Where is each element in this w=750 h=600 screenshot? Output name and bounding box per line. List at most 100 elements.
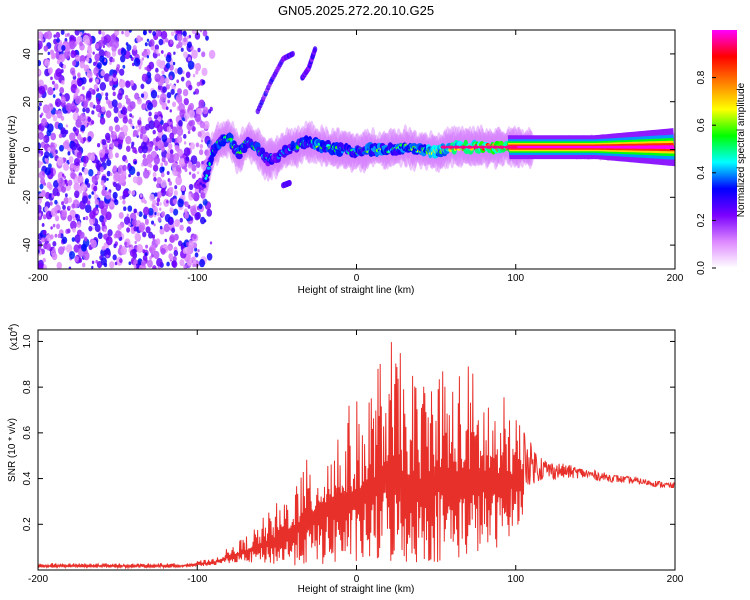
noise-speckle [88, 194, 92, 199]
branch-blob [287, 179, 292, 186]
noise-speckle [194, 88, 200, 95]
noise-speckle [75, 107, 79, 113]
noise-speckle [161, 166, 165, 172]
noise-speckle [67, 151, 71, 156]
noise-speckle [142, 153, 146, 159]
noise-speckle [74, 190, 80, 199]
noise-speckle [165, 152, 171, 160]
noise-speckle [170, 31, 175, 36]
noise-speckle [38, 69, 41, 75]
x-tick-label: 0 [354, 574, 360, 585]
noise-speckle [75, 118, 82, 128]
noise-speckle [149, 256, 153, 260]
noise-speckle [75, 132, 79, 137]
noise-speckle [172, 198, 178, 205]
noise-speckle [64, 33, 68, 38]
noise-speckle [76, 221, 82, 228]
noise-speckle [98, 39, 104, 47]
noise-speckle [108, 125, 114, 132]
noise-speckle [45, 243, 51, 251]
noise-speckle [136, 211, 140, 216]
noise-speckle [99, 215, 105, 223]
noise-speckle [91, 110, 95, 115]
noise-speckle [183, 51, 188, 59]
noise-speckle [183, 208, 188, 214]
noise-speckle [97, 232, 103, 240]
ridge-band [507, 145, 675, 149]
noise-speckle [125, 98, 131, 105]
noise-speckle [170, 88, 175, 95]
noise-speckle [38, 85, 46, 95]
noise-speckle [56, 223, 61, 230]
noise-speckle [166, 126, 172, 133]
noise-speckle [95, 97, 99, 102]
snr-x-axis-label: Height of straight line (km) [298, 584, 415, 595]
multiplier-prefix: (x10 [9, 330, 20, 350]
noise-speckle [187, 161, 193, 169]
noise-speckle [96, 170, 101, 176]
noise-speckle [124, 132, 128, 136]
noise-speckle [188, 120, 193, 127]
noise-speckle [38, 153, 42, 158]
noise-speckle [50, 207, 58, 217]
noise-speckle [105, 191, 112, 200]
noise-speckle [172, 255, 177, 262]
noise-speckle [206, 252, 213, 261]
noise-speckle [153, 49, 157, 54]
noise-speckle [197, 131, 202, 138]
noise-speckle [104, 187, 108, 191]
noise-speckle [205, 35, 209, 41]
noise-speckle [105, 96, 108, 101]
noise-speckle [162, 86, 167, 93]
noise-speckle [156, 212, 160, 217]
noise-speckle [126, 227, 131, 233]
noise-speckle [41, 223, 45, 227]
noise-speckle [183, 147, 191, 157]
x-tick-label: -200 [28, 574, 48, 585]
noise-speckle [161, 70, 165, 75]
noise-speckle [105, 51, 111, 59]
noise-speckle [63, 162, 69, 171]
noise-speckle [86, 182, 91, 188]
ridge-core [208, 161, 211, 167]
noise-speckle [183, 97, 189, 106]
noise-speckle [114, 124, 121, 132]
noise-speckle [144, 42, 148, 47]
noise-speckle [150, 89, 158, 99]
noise-speckle [149, 39, 155, 47]
noise-speckle [105, 236, 113, 246]
noise-speckle [138, 117, 142, 121]
colorbar-tick-label: 0.0 [696, 261, 707, 275]
noise-speckle [47, 146, 51, 152]
noise-speckle [57, 233, 62, 239]
noise-speckle [57, 246, 65, 255]
noise-speckle [100, 92, 104, 96]
snr-y-ticks: 0.2 0.4 0.6 0.8 1.0 [22, 334, 675, 531]
noise-speckle [120, 55, 126, 63]
noise-speckle [199, 30, 203, 33]
noise-speckle [161, 156, 166, 163]
noise-speckle [94, 43, 100, 50]
noise-speckle [123, 216, 131, 225]
noise-speckle [121, 106, 128, 115]
noise-speckle [101, 31, 106, 37]
noise-speckle [192, 263, 196, 268]
noise-speckle [91, 175, 98, 184]
noise-speckle [181, 190, 185, 196]
noise-speckle [99, 117, 106, 125]
noise-speckle [96, 62, 102, 69]
noise-speckle [167, 245, 172, 252]
noise-speckle [164, 160, 168, 166]
spectrogram-y-axis-label: Frequency (Hz) [7, 116, 18, 185]
noise-speckle [81, 195, 88, 204]
noise-speckle [62, 140, 70, 150]
noise-speckle [93, 84, 98, 90]
noise-speckle [193, 91, 196, 95]
noise-speckle [157, 53, 161, 57]
noise-speckle [171, 260, 178, 269]
noise-speckle [134, 240, 137, 245]
noise-speckle [119, 195, 123, 201]
noise-speckle [82, 136, 87, 142]
noise-speckle [61, 80, 65, 85]
noise-speckle [106, 170, 111, 177]
